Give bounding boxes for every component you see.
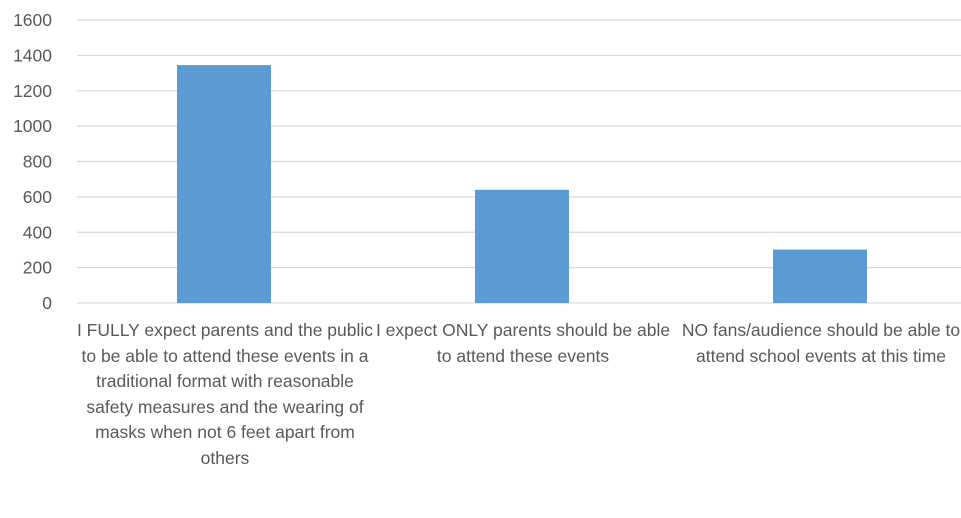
x-tick-label: NO fans/audience should be able to atten… (681, 320, 961, 366)
bar (475, 189, 569, 303)
x-tick-label: I FULLY expect parents and the public to… (76, 320, 374, 468)
y-tick-label: 0 (42, 293, 52, 313)
y-tick-label: 400 (23, 222, 52, 242)
y-tick-label: 1400 (13, 45, 52, 65)
x-tick-label: I expect ONLY parents should be able to … (375, 320, 671, 366)
y-tick-label: 600 (23, 187, 52, 207)
y-tick-label: 1600 (13, 10, 52, 30)
bars (177, 65, 867, 304)
bar (177, 65, 271, 304)
y-tick-label: 200 (23, 258, 52, 278)
y-tick-label: 1000 (13, 116, 52, 136)
y-tick-label: 800 (23, 152, 52, 172)
y-axis-ticks: 0 200 400 600 800 1000 1200 1400 1600 (13, 10, 52, 313)
bar (773, 249, 867, 303)
y-tick-label: 1200 (13, 81, 52, 101)
